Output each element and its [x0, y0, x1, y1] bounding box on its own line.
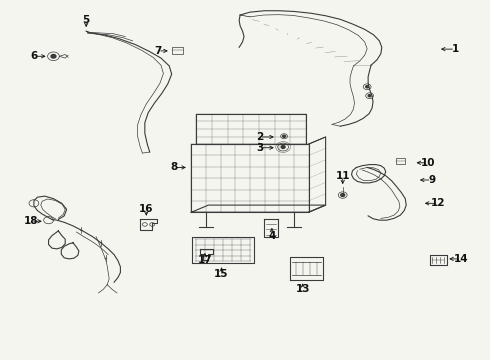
Circle shape — [368, 95, 371, 97]
Text: 12: 12 — [431, 198, 445, 208]
Text: 7: 7 — [154, 46, 162, 56]
Text: 13: 13 — [295, 284, 310, 294]
Circle shape — [51, 54, 56, 58]
Bar — [396, 158, 405, 164]
Text: 18: 18 — [24, 216, 38, 226]
Text: 8: 8 — [171, 162, 178, 172]
Text: 3: 3 — [256, 143, 263, 153]
Text: 9: 9 — [428, 175, 435, 185]
Text: 10: 10 — [421, 158, 436, 168]
Text: 14: 14 — [454, 254, 468, 264]
Text: 11: 11 — [336, 171, 350, 181]
Circle shape — [281, 145, 285, 148]
Text: 4: 4 — [268, 231, 275, 240]
Text: 16: 16 — [139, 204, 153, 215]
Circle shape — [341, 194, 344, 197]
Text: 5: 5 — [83, 15, 90, 26]
Bar — [172, 46, 183, 54]
Text: 1: 1 — [451, 44, 459, 54]
Text: 17: 17 — [197, 255, 212, 265]
Circle shape — [283, 135, 286, 137]
Text: 2: 2 — [256, 132, 263, 142]
Circle shape — [366, 86, 368, 88]
Text: 6: 6 — [30, 51, 38, 61]
Text: 15: 15 — [214, 269, 229, 279]
